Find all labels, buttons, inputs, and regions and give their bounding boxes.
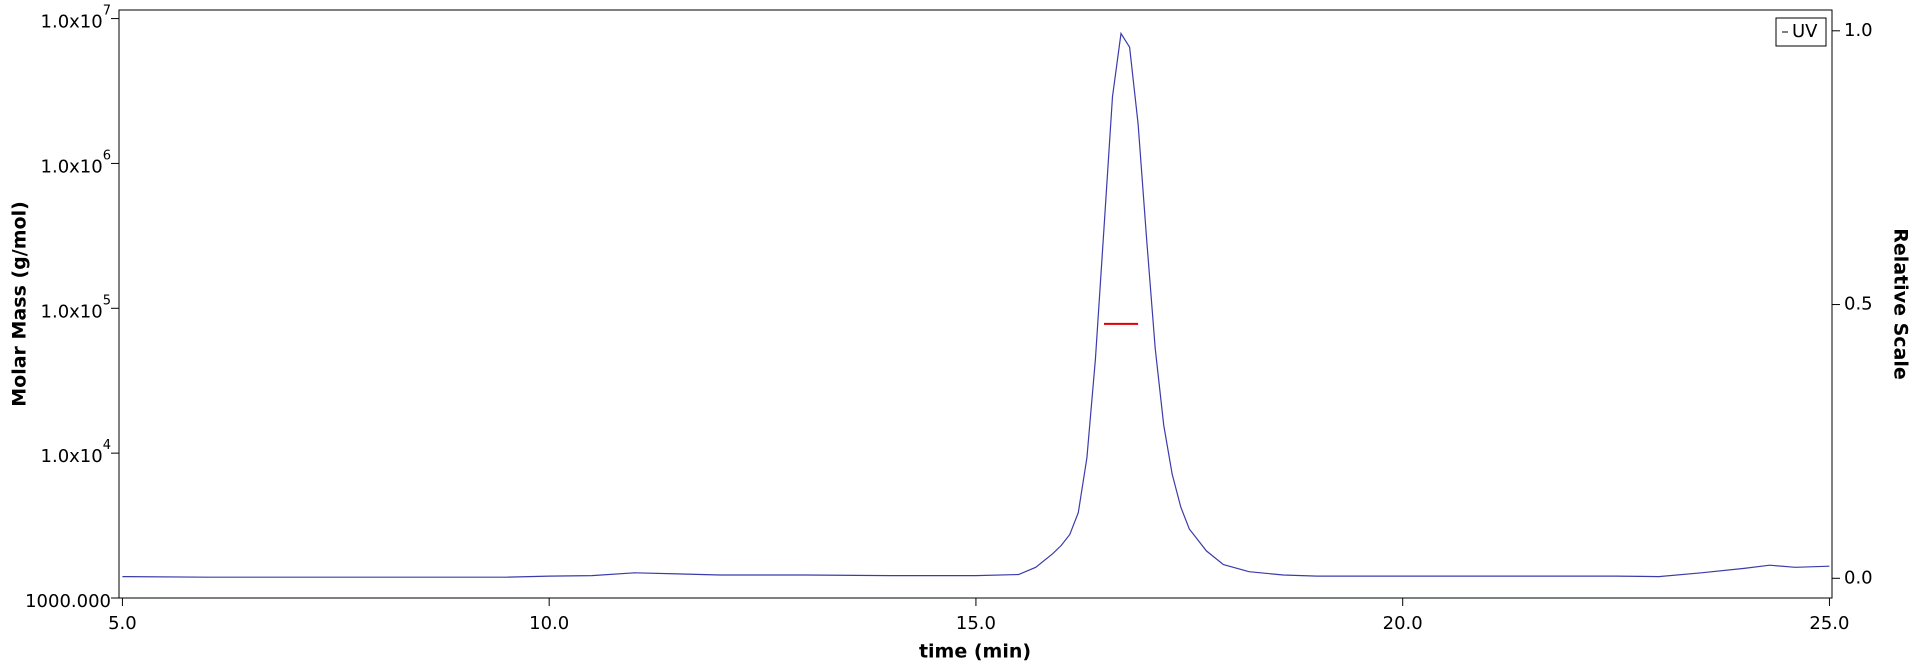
plot-frame — [118, 9, 1833, 599]
y2-tick-label: 1.0 — [1844, 20, 1873, 41]
y-tick-label: 1.0x104 — [41, 438, 111, 468]
y-axis-label: Molar Mass (g/mol) — [9, 201, 31, 407]
y2-tick-label: 0.5 — [1844, 294, 1873, 315]
y-tick-label: 1.0x107 — [41, 3, 111, 33]
y-tick-label: 1000.000 — [25, 591, 111, 612]
y-tick-label-base: 1000.000 — [25, 591, 111, 612]
y2-tick-label: 0.0 — [1844, 567, 1873, 588]
y-tick-label-base: 1.0x10 — [41, 12, 103, 33]
y2-axis-label: Relative Scale — [1890, 228, 1912, 380]
x-axis-label: time (min) — [919, 641, 1031, 663]
y-tick-label: 1.0x105 — [41, 293, 111, 323]
series-line — [122, 31, 1830, 578]
y-tick-exponent: 7 — [103, 3, 111, 18]
y-tick-exponent: 4 — [103, 438, 111, 453]
x-tick-label: 20.0 — [1383, 613, 1423, 634]
x-tick-label: 10.0 — [529, 613, 569, 634]
x-tick-label: 25.0 — [1809, 613, 1849, 634]
legend-label: UV — [1792, 21, 1818, 42]
y-tick-label-base: 1.0x10 — [41, 446, 103, 467]
y-tick-label: 1.0x106 — [41, 148, 111, 178]
legend: UV — [1775, 17, 1827, 47]
y-tick-exponent: 5 — [103, 293, 111, 308]
y-tick-exponent: 6 — [103, 148, 111, 163]
y-tick-label-base: 1.0x10 — [41, 301, 103, 322]
y-tick-label-base: 1.0x10 — [41, 156, 103, 177]
x-tick-label: 5.0 — [108, 613, 137, 634]
x-tick-label: 15.0 — [956, 613, 996, 634]
